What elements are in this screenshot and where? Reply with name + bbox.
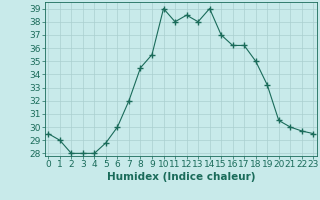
X-axis label: Humidex (Indice chaleur): Humidex (Indice chaleur) xyxy=(107,172,255,182)
